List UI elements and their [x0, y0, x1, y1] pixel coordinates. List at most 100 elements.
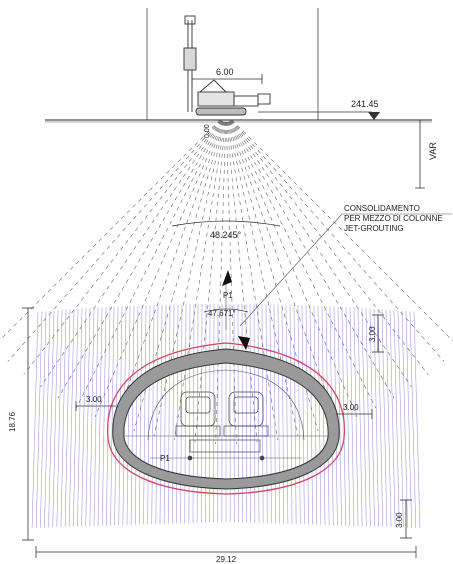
grout-column [139, 305, 143, 525]
point-side-label: P1 [160, 454, 170, 463]
grout-column [130, 305, 135, 525]
grout-column [85, 308, 91, 527]
grout-column [188, 304, 191, 524]
left-thickness-label: 3.00 [86, 395, 102, 404]
fan-bore-line [231, 120, 453, 342]
grout-column [134, 305, 139, 525]
fan-bore-line [0, 120, 221, 341]
grout-column [309, 305, 313, 525]
grout-column [321, 306, 326, 526]
grout-column [349, 307, 355, 526]
grout-column [176, 304, 179, 524]
grout-column [377, 309, 384, 527]
annotation-line-2: PER MEZZO DI COLONNE [344, 214, 443, 223]
grout-column [305, 305, 309, 525]
grout-column [110, 306, 115, 526]
grout-column [159, 304, 163, 525]
inner-section-outline [147, 369, 305, 441]
grout-column [361, 308, 367, 527]
fan-bore-line [40, 120, 223, 388]
grout-column [357, 307, 363, 527]
fan-bore-line [229, 120, 412, 388]
fan-bore-line [228, 120, 358, 417]
grout-column [196, 304, 199, 523]
grout-column [337, 306, 342, 526]
fan-bore-line [7, 120, 222, 362]
grout-column [345, 307, 351, 526]
rig-offset-label: 6.00 [216, 67, 234, 77]
grout-column [313, 305, 318, 525]
grout-column [89, 307, 95, 527]
grout-column [48, 310, 55, 528]
grout-column [209, 304, 211, 523]
grout-column [393, 310, 400, 528]
grout-column [200, 304, 203, 523]
grout-column [126, 306, 131, 526]
fan-bore-line [23, 120, 222, 375]
fan-bore-line [94, 120, 224, 417]
total-width-label: 29.12 [216, 555, 237, 564]
grout-column [93, 307, 99, 527]
variable-depth-label: VAR [428, 142, 438, 160]
grout-column [285, 304, 289, 524]
grout-column [155, 305, 159, 525]
fan-bore-line [153, 120, 225, 437]
grout-column [172, 304, 175, 524]
dimension-lines [22, 74, 452, 558]
drawing-labels: 6.00 241.45 VAR 0.00 48.245° 47.671° P1 … [8, 67, 443, 564]
annotation-line-1: CONSOLIDAMENTO [344, 204, 420, 213]
fan-bore-line [174, 120, 226, 440]
inner-angle-label: 47.671° [208, 309, 236, 318]
grout-column [257, 304, 260, 524]
grout-column [405, 311, 412, 528]
drilling-rig [183, 15, 271, 116]
fan-bore-line [226, 120, 278, 440]
grout-column [167, 304, 171, 524]
grout-column [385, 309, 392, 528]
grout-column [317, 305, 322, 525]
ground-level-label: 241.45 [351, 99, 379, 109]
grout-column [31, 311, 39, 528]
grout-column [56, 309, 63, 528]
fan-bore-line [225, 120, 237, 444]
grout-column [397, 310, 404, 528]
grout-column [68, 309, 75, 527]
fan-bore-line [230, 120, 429, 375]
grout-column [265, 304, 268, 524]
grout-column [381, 309, 388, 527]
grout-column [184, 304, 187, 524]
fan-bore-line [227, 120, 339, 425]
fan-bore-line [215, 120, 227, 444]
grout-column [205, 304, 207, 523]
grout-column [73, 308, 79, 527]
total-height-label: 18.76 [8, 411, 17, 432]
grout-column [269, 304, 272, 524]
point-top-label: P1 [223, 291, 233, 300]
grout-column [77, 308, 83, 527]
fan-bore-line [226, 120, 258, 443]
grout-column [192, 304, 195, 524]
invert-thickness-label: 3.00 [395, 512, 404, 528]
grout-column [409, 311, 417, 528]
grout-column [81, 308, 87, 527]
fan-angle-label: 48.245° [210, 230, 242, 240]
grout-column [101, 307, 107, 526]
grout-column [281, 304, 285, 524]
grout-column [40, 311, 47, 528]
grout-column [401, 310, 408, 528]
crown-thickness-label: 3.00 [368, 326, 377, 342]
fan-bore-line [229, 120, 395, 399]
grout-column [147, 305, 151, 525]
grout-column [289, 304, 293, 525]
grout-column [293, 305, 297, 525]
vertical-offset-label: 0.00 [204, 124, 211, 138]
grout-column [365, 308, 371, 527]
grout-column [52, 310, 59, 528]
grout-column [143, 305, 147, 525]
fan-bore-line [227, 120, 299, 437]
fan-bore-line [194, 120, 226, 443]
outer-consolidation-ring [106, 342, 346, 495]
annotation-line-3: JET-GROUTING [344, 224, 404, 233]
grout-column [273, 304, 276, 524]
grout-column [261, 304, 264, 524]
